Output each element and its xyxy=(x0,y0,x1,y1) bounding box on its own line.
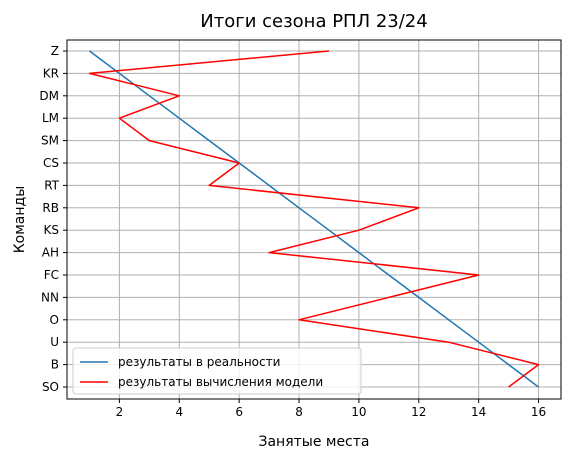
y-tick-label: SM xyxy=(41,134,59,148)
legend: результаты в реальности результаты вычис… xyxy=(72,347,362,395)
y-tick-label: DM xyxy=(39,89,59,103)
x-axis-label: Занятые места xyxy=(258,434,369,450)
legend-label-reality: результаты в реальности xyxy=(118,355,280,369)
chart-title: Итоги сезона РПЛ 23/24 xyxy=(200,11,427,32)
plot-frame xyxy=(66,39,562,400)
y-tick-label: U xyxy=(50,335,59,349)
legend-label-model: результаты вычисления модели xyxy=(118,375,323,389)
x-axis: 2 4 6 8 10 12 14 16 xyxy=(116,399,546,419)
x-tick-label: 10 xyxy=(351,405,366,419)
y-tick-label: FC xyxy=(44,268,59,282)
y-tick-label: NN xyxy=(41,290,59,304)
y-tick-label: RB xyxy=(42,201,59,215)
x-tick-label: 8 xyxy=(295,405,303,419)
series-layer xyxy=(88,50,540,388)
y-tick-label: Z xyxy=(51,44,59,58)
x-tick-label: 4 xyxy=(175,405,183,419)
y-tick-label: RT xyxy=(44,178,59,192)
y-axis: Z KR DM LM SM CS RT RB KS AH FC NN OUB SO xyxy=(39,44,67,394)
x-tick-label: 2 xyxy=(116,405,124,419)
series-line-reality xyxy=(89,50,539,388)
y-tick-label: KS xyxy=(44,223,60,237)
x-tick-label: 14 xyxy=(471,405,486,419)
y-tick-label: KR xyxy=(43,66,59,80)
series-line-model xyxy=(88,50,540,388)
y-tick-label: AH xyxy=(42,246,59,260)
y-tick-label: LM xyxy=(42,111,59,125)
y-tick-label: SO xyxy=(42,380,59,394)
y-tick-label: B xyxy=(51,358,59,372)
x-tick-label: 16 xyxy=(531,405,546,419)
x-tick-label: 6 xyxy=(235,405,243,419)
x-tick-label: 12 xyxy=(411,405,426,419)
y-tick-label: O xyxy=(50,313,59,327)
y-axis-label: Команды xyxy=(12,186,28,254)
legend-box xyxy=(72,347,362,395)
y-tick-label: CS xyxy=(43,156,59,170)
